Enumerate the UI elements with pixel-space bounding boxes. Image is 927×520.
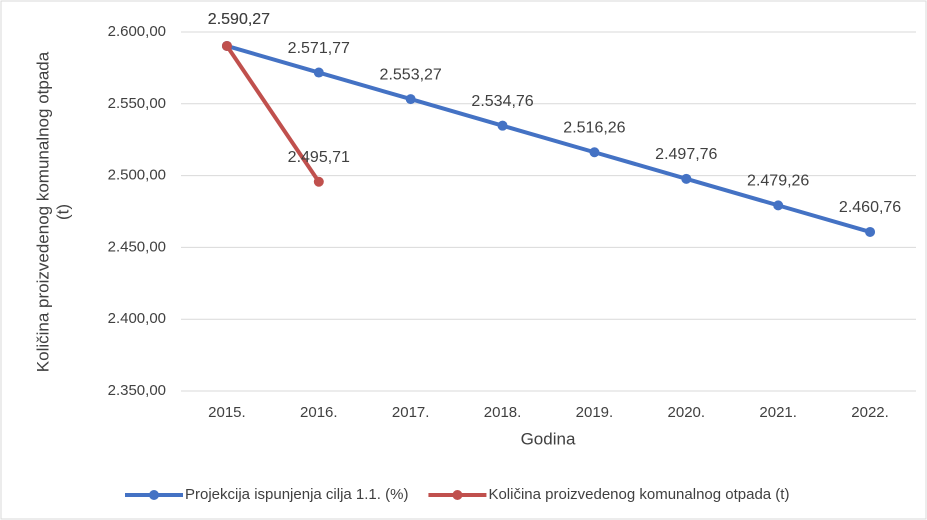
data-point — [589, 147, 600, 158]
data-point — [313, 176, 324, 187]
data-label: 2.590,27 — [208, 11, 270, 28]
x-tick-label: 2018. — [484, 404, 522, 421]
x-tick-label: 2019. — [576, 404, 614, 421]
y-tick-label: 2.350,00 — [108, 382, 166, 399]
data-point — [497, 120, 508, 131]
series-line — [226, 44, 871, 234]
data-point — [773, 200, 784, 211]
data-point — [221, 40, 232, 51]
legend-label: Projekcija ispunjenja cilja 1.1. (%) — [185, 486, 408, 503]
x-tick-label: 2015. — [208, 404, 246, 421]
data-point — [405, 94, 416, 105]
y-tick-label: 2.550,00 — [108, 95, 166, 112]
data-label: 2.516,26 — [563, 119, 625, 136]
y-axis-title: Količina proizvedenog komunalnog otpada — [33, 51, 52, 372]
legend-marker — [452, 490, 463, 500]
data-point — [313, 67, 324, 78]
x-tick-label: 2017. — [392, 404, 430, 421]
x-axis-title: Godina — [521, 429, 576, 448]
x-tick-label: 2022. — [851, 404, 889, 421]
data-label: 2.590,27 — [208, 11, 270, 28]
data-label: 2.460,76 — [839, 199, 901, 216]
y-tick-label: 2.600,00 — [108, 23, 166, 40]
data-label: 2.553,27 — [380, 66, 442, 83]
data-label: 2.479,26 — [747, 173, 809, 190]
data-label: 2.571,77 — [288, 40, 350, 57]
data-label: 2.495,71 — [288, 149, 350, 166]
x-tick-label: 2020. — [668, 404, 706, 421]
x-tick-label: 2021. — [759, 404, 797, 421]
data-label: 2.497,76 — [655, 146, 717, 163]
series-line — [225, 44, 321, 183]
data-label: 2.534,76 — [471, 93, 533, 110]
data-point — [681, 173, 692, 184]
y-axis-title: (t) — [53, 204, 72, 220]
x-tick-label: 2016. — [300, 404, 338, 421]
legend-marker — [149, 490, 159, 500]
y-tick-label: 2.450,00 — [108, 238, 166, 255]
y-tick-label: 2.500,00 — [108, 167, 166, 184]
legend-label: Količina proizvedenog komunalnog otpada … — [488, 486, 789, 503]
data-point — [865, 226, 876, 237]
y-tick-label: 2.400,00 — [108, 310, 166, 327]
